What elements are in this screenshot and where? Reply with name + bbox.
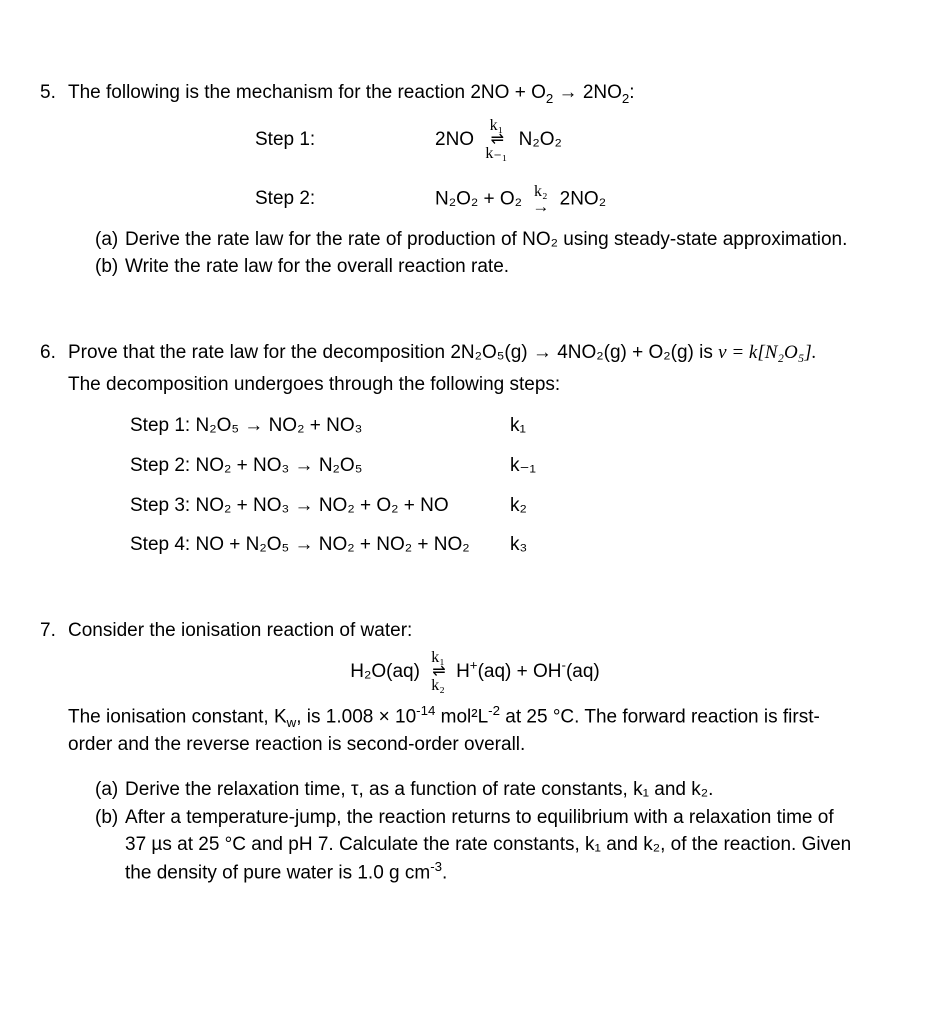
p6-step1: Step 1: N₂O₅ → NO₂ + NO₃ k₁ [130,413,910,439]
p7-a-text: Derive the relaxation time, τ, as a func… [125,777,713,803]
p5-a-text: Derive the rate law for the rate of prod… [125,227,847,253]
p6-prompt-text: Prove that the rate law for the decompos… [68,340,817,366]
p6-step3: Step 3: NO₂ + NO₃ → NO₂ + O₂ + NO k₂ [130,493,910,519]
p7-eq-rhs: H+(aq) + OH-(aq) [456,661,600,682]
page: 5. The following is the mechanism for th… [0,0,950,986]
p5-subparts: (a) Derive the rate law for the rate of … [95,227,910,280]
p6-step4: Step 4: NO + N₂O₅ → NO₂ + NO₂ + NO₂ k₃ [130,532,910,558]
p7-para2-line2: order and the reverse reaction is second… [68,732,910,758]
problem-6: 6. Prove that the rate law for the decom… [40,340,910,558]
p7-number: 7. [40,618,68,644]
p7-a: (a) Derive the relaxation time, τ, as a … [95,777,910,803]
p5-prompt-text: The following is the mechanism for the r… [68,80,635,108]
p7-b-line3: the density of pure water is 1.0 g cm-3. [125,858,910,886]
p5-step2-eqn: N₂O₂ + O₂ k₂ → 2NO₂ [435,184,695,215]
forward-arrow-icon: k₂ → [532,184,549,215]
p6-number: 6. [40,340,68,366]
p5-step1-eqn: 2NO k₁ ⇌ k₋₁ N₂O₂ [435,118,695,162]
p7-para2: The ionisation constant, Kw, is 1.008 × … [68,702,910,732]
p5-step1-label: Step 1: [255,127,405,153]
equilibrium-arrow-icon: k₁ ⇌ k₋₁ [485,118,507,162]
p7-subparts: (a) Derive the relaxation time, τ, as a … [95,777,910,886]
p5-step2: Step 2: N₂O₂ + O₂ k₂ → 2NO₂ [40,184,910,215]
problem-5: 5. The following is the mechanism for th… [40,80,910,280]
p7-equation: H₂O(aq) k₁ ⇌ k₂ H+(aq) + OH-(aq) [40,650,910,694]
p6-step2: Step 2: NO₂ + NO₃ → N₂O₅ k₋₁ [130,453,910,479]
equilibrium-arrow-icon: k₁ ⇌ k₂ [431,650,445,694]
p5-prompt: 5. The following is the mechanism for th… [40,80,910,108]
p7-prompt: 7. Consider the ionisation reaction of w… [40,618,910,644]
p6-steps: Step 1: N₂O₅ → NO₂ + NO₃ k₁ Step 2: NO₂ … [130,413,910,558]
p5-a: (a) Derive the rate law for the rate of … [95,227,910,253]
p5-number: 5. [40,80,68,108]
p7-b-text: After a temperature-jump, the reaction r… [125,805,834,831]
p7-prompt-text: Consider the ionisation reaction of wate… [68,618,412,644]
p7-b-line2: 37 µs at 25 °C and pH 7. Calculate the r… [125,832,910,858]
p5-b-text: Write the rate law for the overall react… [125,254,509,280]
problem-7: 7. Consider the ionisation reaction of w… [40,618,910,886]
p5-step2-label: Step 2: [255,186,405,212]
p7-b: (b) After a temperature-jump, the reacti… [95,805,910,831]
p6-prompt-line2: The decomposition undergoes through the … [68,372,910,398]
p5-b: (b) Write the rate law for the overall r… [95,254,910,280]
p5-step1: Step 1: 2NO k₁ ⇌ k₋₁ N₂O₂ [40,118,910,162]
p6-prompt: 6. Prove that the rate law for the decom… [40,340,910,366]
